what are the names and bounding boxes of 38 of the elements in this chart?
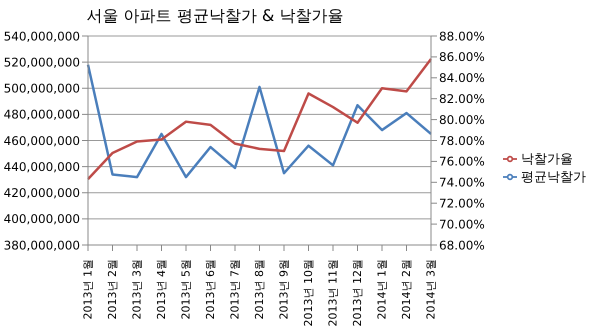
x-tick-label: 2013년 5월	[180, 259, 192, 320]
y2-tick-label: 68.00%	[439, 238, 485, 252]
legend-label: 낙찰가율	[521, 152, 573, 166]
x-tick-label: 2013년 9월	[278, 259, 290, 320]
y2-tick-label: 74.00%	[439, 176, 485, 190]
x-tick-label: 2014년 1월	[376, 259, 388, 320]
y2-tick-label: 82.00%	[439, 92, 485, 106]
y2-tick-label: 88.00%	[439, 29, 485, 44]
y2-tick-label: 80.00%	[439, 112, 485, 127]
x-tick-label: 2013년 10월	[302, 259, 315, 326]
x-tick-label: 2014년 2월	[400, 259, 413, 320]
x-tick-label: 2013년 2월	[106, 259, 119, 320]
y-tick-label: 480,000,000	[4, 108, 80, 122]
x-tick-label: 2013년 6월	[204, 259, 217, 320]
y2-tick-label: 84.00%	[439, 71, 485, 86]
y2-tick-label: 76.00%	[439, 154, 485, 169]
x-tick-label: 2014년 3월	[424, 259, 438, 320]
y2-tick-label: 78.00%	[439, 134, 485, 148]
y-tick-label: 400,000,000	[4, 212, 80, 226]
x-tick-label: 2013년 7월	[228, 259, 242, 320]
y-tick-label: 500,000,000	[4, 82, 80, 96]
y-tick-label: 540,000,000	[4, 29, 80, 44]
y2-tick-label: 72.00%	[439, 196, 485, 210]
y2-tick-label: 86.00%	[439, 50, 485, 64]
x-tick-label: 2013년 11월	[326, 259, 340, 326]
x-tick-label: 2013년 1월	[82, 259, 94, 320]
y-tick-label: 380,000,000	[4, 238, 80, 252]
y-tick-label: 420,000,000	[4, 186, 80, 200]
y-tick-label: 460,000,000	[4, 134, 80, 148]
legend-label: 평균낙찰가	[521, 170, 586, 184]
chart-title: 서울 아파트 평균낙찰가 & 낙찰가율	[86, 6, 344, 27]
x-tick-label: 2013년 4월	[155, 259, 168, 320]
y-tick-label: 440,000,000	[4, 160, 80, 174]
y2-tick-label: 70.00%	[439, 217, 485, 232]
x-tick-label: 2013년 8월	[253, 259, 266, 320]
x-tick-label: 2013년 12월	[351, 259, 364, 326]
y-tick-label: 520,000,000	[4, 55, 80, 70]
x-tick-label: 2013년 3월	[130, 259, 144, 320]
